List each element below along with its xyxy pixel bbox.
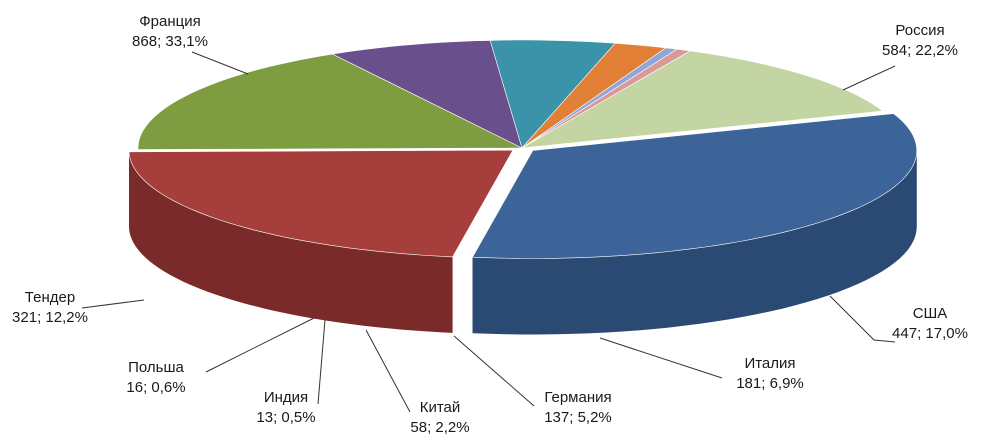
leader-line-6 — [317, 319, 326, 405]
slice-label-4: Германия — [544, 389, 611, 406]
slice-value-2: 447; 17,0% — [892, 325, 968, 342]
slice-sides — [129, 150, 917, 335]
slice-7 — [521, 48, 692, 149]
slice-label-1: Россия — [895, 22, 944, 39]
slice-5 — [521, 42, 667, 149]
slice-8 — [521, 50, 884, 149]
leader-line-7 — [205, 317, 315, 373]
slice-value-7: 16; 0,6% — [126, 379, 185, 396]
slice-value-6: 13; 0,5% — [256, 409, 315, 426]
slice-4 — [489, 39, 616, 149]
leader-line-5 — [365, 329, 411, 413]
slice-0 — [471, 113, 918, 259]
slice-value-8: 321; 12,2% — [12, 309, 88, 326]
slice-label-0: Франция — [139, 13, 200, 30]
slice-2 — [137, 53, 523, 150]
slice-label-2: США — [913, 305, 948, 322]
slice-value-4: 137; 5,2% — [544, 409, 612, 426]
leader-line-8 — [81, 299, 145, 309]
slice-label-5: Китай — [420, 399, 461, 416]
slice-label-8: Тендер — [25, 289, 75, 306]
slice-value-1: 584; 22,2% — [882, 42, 958, 59]
slice-1 — [128, 149, 514, 258]
leader-line-3 — [599, 337, 723, 379]
slice-side-1 — [129, 151, 453, 333]
slice-value-0: 868; 33,1% — [132, 33, 208, 50]
slice-3 — [331, 40, 523, 149]
slice-labels: Франция 868; 33,1% Россия 584; 22,2% США 447;… — [12, 13, 968, 436]
slice-label-6: Индия — [264, 389, 308, 406]
slice-label-7: Польша — [128, 359, 184, 376]
leader-lines — [81, 51, 896, 413]
slice-value-3: 181; 6,9% — [736, 375, 804, 392]
slice-tops — [128, 39, 918, 259]
leader-line-1 — [842, 65, 896, 91]
slice-value-5: 58; 2,2% — [410, 419, 469, 436]
slice-side-0 — [472, 150, 917, 335]
leader-line-4 — [453, 335, 535, 407]
slice-label-3: Италия — [744, 355, 795, 372]
leader-line-2 — [829, 295, 896, 343]
leader-line-0 — [191, 51, 249, 75]
